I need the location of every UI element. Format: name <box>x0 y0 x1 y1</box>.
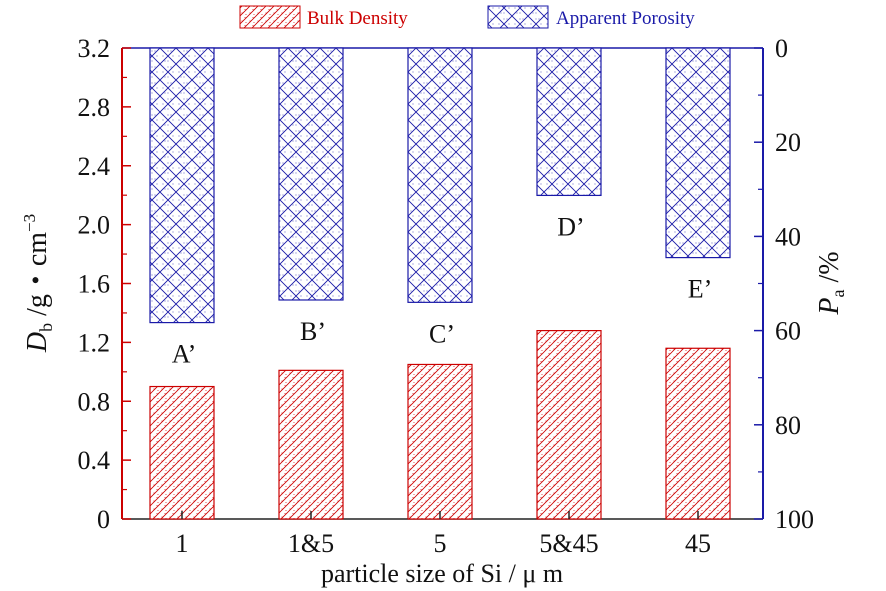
right-tick-label-100: 100 <box>775 505 814 534</box>
porosity-bar-label-5-and-45: D’ <box>557 212 584 241</box>
left-tick-label-2-0: 2.0 <box>78 211 111 240</box>
x-tick-label-5: 5 <box>434 529 447 558</box>
bulk-density-bar-45 <box>665 347 731 520</box>
legend-swatch-apparent-porosity <box>487 5 549 29</box>
svg-text:Db /g・cm−3: Db /g・cm−3 <box>20 214 56 353</box>
svg-text:Pa /%: Pa /% <box>814 251 848 315</box>
apparent-porosity-bar-5-and-45 <box>536 47 602 197</box>
bulk-density-bar-1 <box>149 385 215 520</box>
x-axis-title: particle size of Si / μ m <box>321 559 563 588</box>
left-tick-label-1-6: 1.6 <box>78 270 111 299</box>
right-axis-title-subscript: a <box>828 290 848 298</box>
left-tick-label-2-8: 2.8 <box>78 93 111 122</box>
right-axis-title-unit: /% <box>814 251 845 289</box>
right-tick-label-40: 40 <box>775 222 801 251</box>
porosity-bar-label-1-and-5: B’ <box>300 317 326 346</box>
right-tick-label-20: 20 <box>775 128 801 157</box>
porosity-bar-label-1: A’ <box>172 340 197 369</box>
x-tick-label-1-and-5: 1&5 <box>288 529 334 558</box>
left-tick-label-0: 0 <box>97 505 110 534</box>
x-tick-label-45: 45 <box>685 529 711 558</box>
x-tick-label-5-and-45: 5&45 <box>539 529 598 558</box>
right-tick-label-0: 0 <box>775 34 788 63</box>
right-tick-label-60: 60 <box>775 317 801 346</box>
right-axis-title-symbol: P <box>814 298 845 316</box>
left-tick-label-0-8: 0.8 <box>78 387 111 416</box>
left-axis-title-superscript: −3 <box>20 214 39 232</box>
left-tick-label-0-4: 0.4 <box>78 446 111 475</box>
legend-label-apparent-porosity: Apparent Porosity <box>556 8 695 29</box>
left-tick-label-3-2: 3.2 <box>78 34 111 63</box>
bulk-density-bar-1-and-5 <box>278 369 344 520</box>
left-axis-title-unit: /g・cm <box>22 232 53 323</box>
bulk-density-bar-5 <box>407 363 473 520</box>
x-tick-label-1: 1 <box>176 529 189 558</box>
left-tick-label-2-4: 2.4 <box>78 152 111 181</box>
legend: Bulk Density Apparent Porosity <box>239 5 695 29</box>
bars-layer: A’ B’ C’ D’ E’ <box>149 47 731 520</box>
legend-swatch-bulk-density <box>239 5 301 29</box>
left-tick-label-1-2: 1.2 <box>78 328 111 357</box>
left-axis-title-subscript: b <box>36 323 56 332</box>
ticks-layer: 1 1&5 5 5&45 45 0 0.4 0.8 1.2 1.6 2.0 2.4 2.8 3.2 0 20 4… <box>78 34 815 558</box>
porosity-bar-label-5: C’ <box>429 319 455 348</box>
apparent-porosity-bar-1-and-5 <box>278 47 344 301</box>
apparent-porosity-bar-5 <box>407 47 473 303</box>
legend-label-bulk-density: Bulk Density <box>307 8 408 29</box>
apparent-porosity-bar-1 <box>149 47 215 324</box>
right-axis-title: Pa /% <box>814 251 848 315</box>
left-axis-title-symbol: D <box>22 332 53 353</box>
bulk-density-bar-5-and-45 <box>536 330 602 520</box>
porosity-bar-label-45: E’ <box>688 275 713 304</box>
apparent-porosity-bar-45 <box>665 47 731 259</box>
right-tick-label-80: 80 <box>775 411 801 440</box>
left-axis-title: Db /g・cm−3 <box>20 214 56 353</box>
